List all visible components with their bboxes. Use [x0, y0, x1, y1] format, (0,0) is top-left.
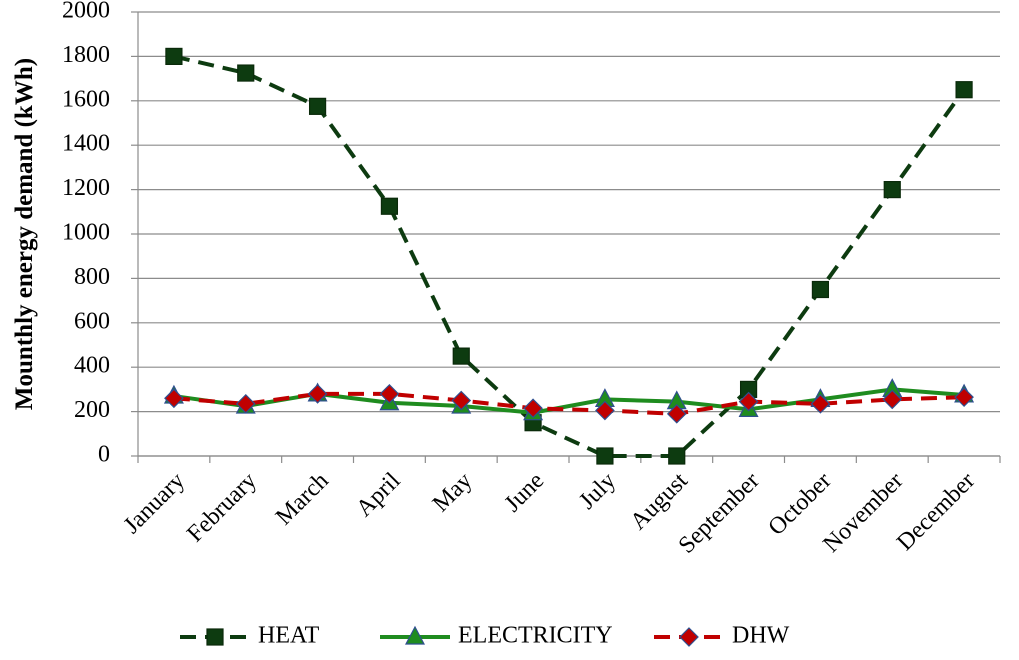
x-tick-label: June — [500, 468, 550, 518]
y-tick-label: 1600 — [62, 86, 110, 112]
y-tick-label: 2000 — [62, 0, 110, 24]
data-point — [452, 347, 470, 365]
x-tick-label: January — [119, 468, 190, 539]
series-line — [173, 391, 965, 416]
x-tick-label: February — [182, 468, 262, 548]
legend-label: DHW — [732, 623, 790, 649]
data-point — [954, 387, 974, 408]
data-point — [882, 389, 903, 410]
data-point — [237, 64, 255, 82]
data-point — [955, 81, 973, 99]
y-tick-label: 800 — [74, 264, 110, 290]
y-axis-label: Mounthly energy demand (kWh) — [11, 58, 38, 410]
x-tick-label: July — [574, 468, 621, 515]
data-point — [668, 447, 686, 465]
x-tick-label: November — [818, 468, 908, 558]
data-point — [165, 47, 183, 66]
data-point — [596, 447, 614, 465]
y-tick-label: 1200 — [62, 175, 110, 201]
legend-label: ELECTRICITY — [458, 623, 613, 649]
data-point — [307, 383, 328, 404]
x-tick-label: May — [428, 468, 478, 518]
legend-marker — [679, 627, 699, 647]
y-tick-label: 400 — [74, 353, 110, 379]
y-tick-label: 200 — [74, 397, 110, 423]
x-tick-label: October — [764, 468, 837, 541]
data-point — [883, 181, 901, 199]
y-tick-label: 600 — [74, 308, 110, 334]
data-point — [810, 393, 831, 414]
series-line — [173, 54, 966, 458]
y-tick-label: 1400 — [62, 131, 110, 157]
data-point — [451, 390, 472, 411]
y-tick-label: 1800 — [62, 42, 110, 68]
data-point — [235, 393, 256, 414]
data-point — [811, 280, 830, 299]
x-tick-label: March — [271, 468, 334, 531]
y-tick-label: 1000 — [62, 220, 110, 246]
legend-marker — [206, 628, 224, 646]
data-point — [379, 383, 400, 404]
y-tick-label: 0 — [98, 442, 110, 468]
data-point — [666, 403, 687, 424]
x-tick-label: December — [892, 468, 980, 556]
data-point — [738, 391, 759, 412]
data-point — [380, 197, 399, 215]
legend-marker — [405, 625, 425, 645]
x-tick-label: April — [351, 468, 405, 522]
data-point — [595, 400, 615, 421]
data-point — [308, 97, 327, 115]
series-line — [173, 387, 965, 415]
x-tick-label: August — [625, 468, 693, 536]
legend-label: HEAT — [258, 623, 320, 649]
data-point — [164, 388, 184, 409]
data-point — [523, 398, 543, 419]
